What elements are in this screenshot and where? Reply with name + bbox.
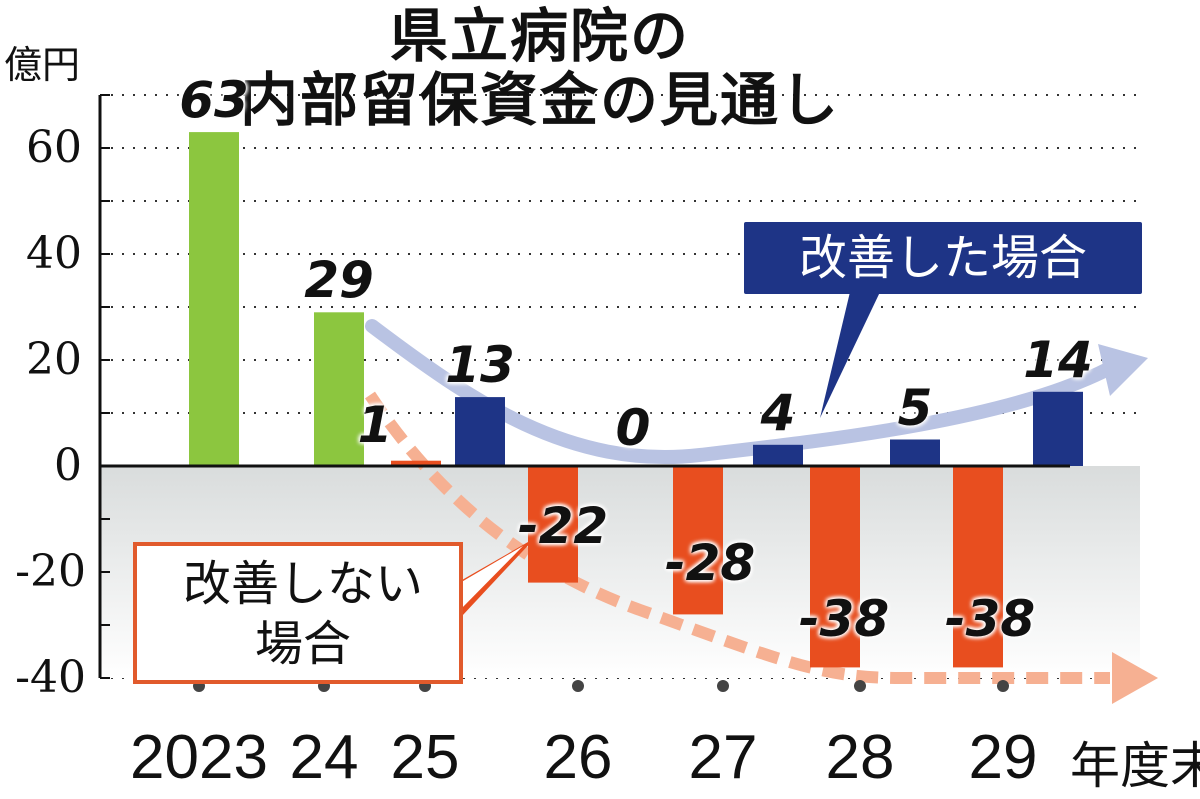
x-tick-label-26: 26 — [543, 723, 613, 792]
data-label-noimprove-26: -22 — [517, 497, 609, 555]
bar-noimprove-29 — [953, 466, 1003, 668]
bar-improve-27 — [753, 444, 803, 466]
bar-improve-29 — [1033, 391, 1083, 466]
data-label-noimprove-27: -28 — [664, 534, 756, 592]
noimprove-callout-pointer — [462, 538, 535, 616]
x-tick-label-28: 28 — [825, 723, 895, 792]
data-label-improve-27: 4 — [760, 383, 796, 442]
data-label-improve-28: 5 — [897, 378, 933, 437]
data-label-noimprove-28: -38 — [798, 590, 890, 648]
x-tick-label-24: 24 — [289, 723, 359, 792]
y-tick-label: 40 — [26, 228, 82, 279]
x-tick-dot — [997, 680, 1009, 692]
x-tick-label-29: 29 — [968, 723, 1038, 792]
x-tick-label-25: 25 — [390, 723, 460, 792]
axes — [98, 94, 1070, 692]
x-tick-dot — [854, 680, 866, 692]
data-label-actual-2023: 63 — [179, 71, 249, 130]
bar-noimprove-27 — [673, 466, 723, 615]
improve-arrow-head — [1098, 344, 1148, 396]
data-label-noimprove-29: -38 — [944, 590, 1036, 648]
x-axis-suffix: 年度末 — [1070, 737, 1200, 795]
x-tick-label-2023: 2023 — [130, 723, 268, 792]
x-tick-dot — [717, 680, 729, 692]
legend-callout-improve: 改善した場合 — [744, 222, 1142, 294]
data-label-improve-25: 13 — [445, 336, 515, 395]
bar-improve-28 — [890, 439, 940, 466]
data-label-noimprove-25: 1 — [357, 396, 393, 454]
y-tick-label: -20 — [15, 546, 86, 597]
noimprove-callout-pointer-inner — [458, 546, 523, 612]
data-label-actual-24: 29 — [304, 251, 374, 310]
noimprove-trend-arrow — [365, 391, 1110, 684]
bar-noimprove-26 — [528, 466, 578, 583]
bar-noimprove-28 — [810, 466, 860, 668]
callout-noimprove-line1: 改善しない — [182, 556, 423, 612]
legend-callout-noimprove: 改善しない 場合 — [133, 542, 463, 684]
improve-trend-arrow — [365, 319, 1117, 465]
chart-title: 県立病院の 内部留保資金の見通し — [220, 4, 860, 132]
trend-arrows — [365, 292, 1158, 704]
title-line-2: 内部留保資金の見通し — [239, 66, 840, 134]
y-axis-unit: 億円 — [4, 43, 81, 87]
x-tick-dot — [572, 680, 584, 692]
data-label-improve-29: 14 — [1023, 330, 1093, 389]
y-tick-label: 20 — [26, 334, 82, 385]
y-tick-label: 60 — [26, 122, 82, 173]
x-tick-label-27: 27 — [688, 723, 758, 792]
title-line-1: 県立病院の — [389, 2, 690, 70]
bars — [189, 132, 1083, 668]
data-label-improve-26: 0 — [615, 399, 651, 457]
y-tick-label: -40 — [15, 652, 86, 703]
y-tick-label: 0 — [54, 440, 82, 491]
bar-actual-24 — [314, 312, 364, 466]
improve-callout-pointer — [820, 292, 880, 418]
bar-actual-2023 — [189, 132, 239, 466]
callout-noimprove-line2: 場合 — [254, 616, 351, 672]
noimprove-arrow-head — [1112, 652, 1158, 704]
bar-noimprove-25 — [391, 460, 441, 466]
bar-improve-25 — [455, 397, 505, 466]
